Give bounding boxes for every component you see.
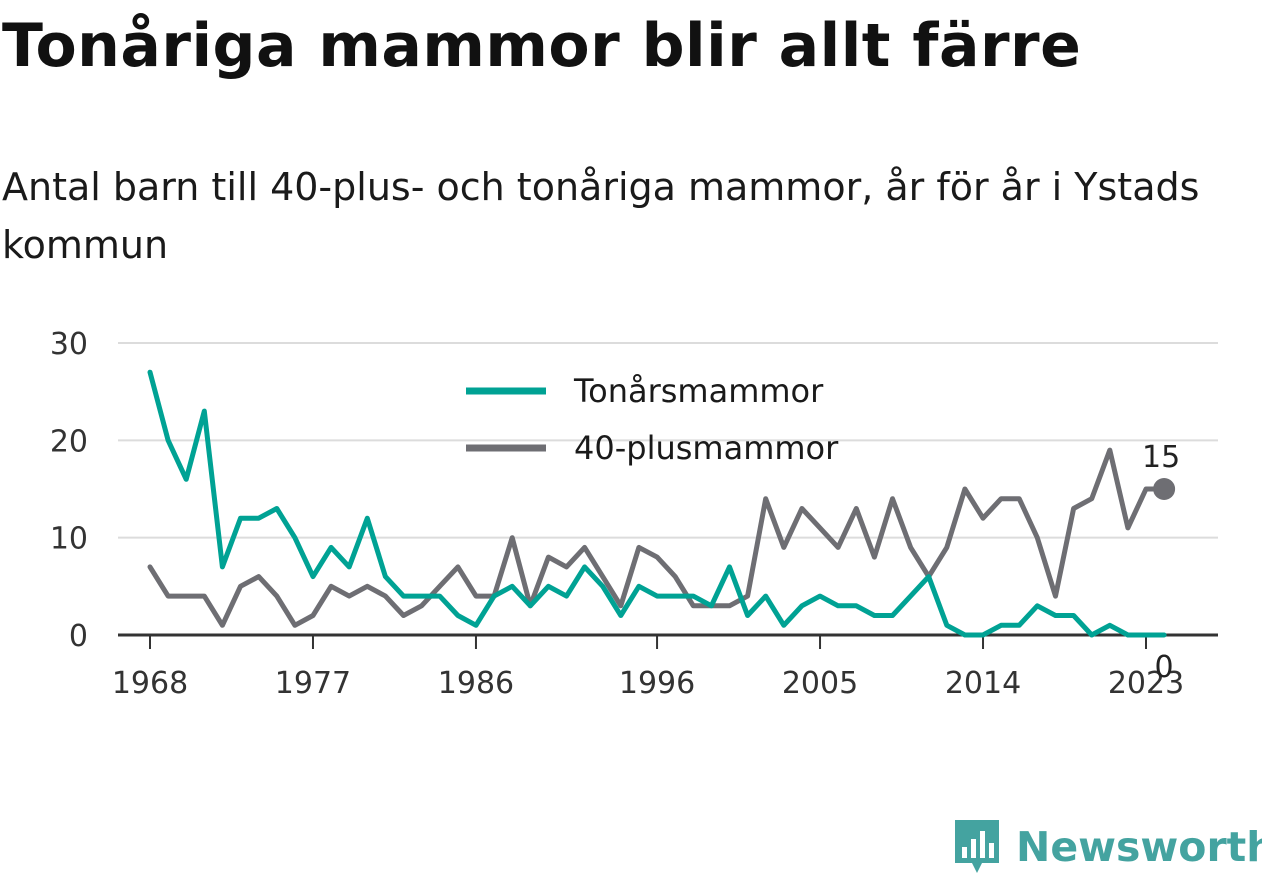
end-labels: 15 0 <box>1142 440 1180 685</box>
x-tick-label: 1996 <box>619 666 695 701</box>
brand-name: Newsworthy <box>1016 823 1262 871</box>
x-axis: 1968 1977 1986 1996 2005 2014 2023 <box>112 633 1218 701</box>
x-tick-label: 2014 <box>945 666 1021 701</box>
chart-title: Tonåriga mammor blir allt färre <box>2 11 1082 81</box>
series-lines <box>147 369 1167 638</box>
x-tick-label: 1968 <box>112 666 188 701</box>
end-label-tonarsmammor: 0 <box>1155 650 1174 685</box>
legend-label: 40-plusmammor <box>574 429 839 467</box>
legend-label: Tonårsmammor <box>573 372 824 410</box>
y-axis-ticks: 0 10 20 30 <box>50 327 88 654</box>
end-point-40-plusmammor <box>1153 478 1176 500</box>
series-line-tonarsmammor <box>147 369 1167 638</box>
x-tick-label: 2005 <box>782 666 858 701</box>
x-tick-label: 2023 <box>1108 666 1184 701</box>
y-tick-label: 10 <box>50 522 88 557</box>
x-tick-label: 1986 <box>438 666 514 701</box>
y-tick-label: 0 <box>69 619 88 654</box>
newsworthy-logo: Newsworthy <box>952 817 1262 877</box>
end-label-40-plusmammor: 15 <box>1142 440 1180 475</box>
legend: Tonårsmammor 40-plusmammor <box>466 372 839 467</box>
chart-subtitle: Antal barn till 40-plus- och tonåriga ma… <box>2 165 1200 267</box>
series-line-40-plusmammor <box>147 447 1167 628</box>
y-tick-label: 20 <box>50 424 88 459</box>
y-tick-label: 30 <box>50 327 88 362</box>
bar-chart-badge-icon <box>955 820 999 873</box>
x-tick-label: 1977 <box>275 666 351 701</box>
